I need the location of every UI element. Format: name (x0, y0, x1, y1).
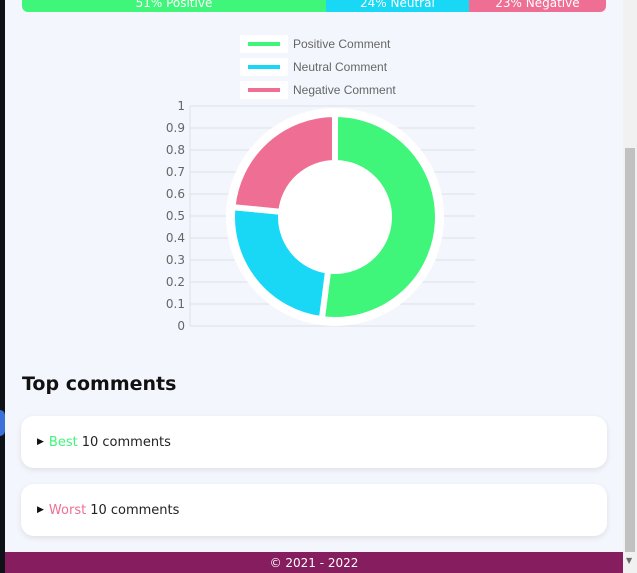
y-tick-label: 1 (177, 99, 185, 113)
disclosure-triangle-icon: ▶ (37, 437, 44, 447)
y-tick-label: 0.3 (166, 253, 185, 267)
worst-keyword: Worst (48, 502, 87, 518)
best-keyword: Best (48, 434, 78, 450)
positive-segment: 51% Positive (22, 0, 326, 12)
top-comments-title: Top comments (22, 373, 177, 395)
page-scrollbar[interactable]: ▼ (623, 0, 637, 573)
legend-label[interactable]: Positive Comment (293, 37, 391, 51)
y-tick-label: 0 (177, 319, 185, 333)
legend-label[interactable]: Neutral Comment (293, 60, 388, 74)
worst-count-text: 10 comments (90, 502, 180, 518)
best-comments-toggle[interactable]: ▶ Best 10 comments (21, 416, 607, 468)
best-count-text: 10 comments (81, 434, 171, 450)
scrollbar-thumb[interactable] (625, 148, 635, 552)
chart-slices (226, 108, 444, 326)
footer: © 2021 - 2022 (5, 552, 623, 573)
legend-label[interactable]: Negative Comment (293, 83, 396, 97)
negative-segment: 23% Negative (468, 0, 606, 12)
y-tick-label: 0.4 (166, 231, 185, 245)
window-edge (0, 0, 5, 573)
neutral-segment: 24% Neutral (325, 0, 469, 12)
sentiment-summary-bar: 51% Positive 24% Neutral 23% Negative (22, 0, 606, 12)
y-tick-label: 0.9 (166, 121, 185, 135)
y-tick-label: 0.6 (166, 187, 185, 201)
doughnut-slice[interactable] (318, 111, 441, 323)
disclosure-triangle-icon: ▶ (37, 505, 44, 515)
y-tick-label: 0.1 (166, 297, 185, 311)
chart-legend: Positive Comment Neutral Comment Negative … (240, 35, 396, 99)
y-tick-label: 0.2 (166, 275, 185, 289)
chart-y-axis: 0 0.1 0.2 0.3 0.4 0.5 0.6 0.7 0.8 0.9 1 (166, 99, 185, 333)
y-tick-label: 0.7 (166, 165, 185, 179)
sentiment-doughnut-chart: 0 0.1 0.2 0.3 0.4 0.5 0.6 0.7 0.8 0.9 1 Positive C… (166, 35, 475, 333)
doughnut-slice[interactable] (229, 204, 332, 323)
worst-comments-toggle[interactable]: ▶ Worst 10 comments (21, 484, 607, 536)
doughnut-slice[interactable] (229, 111, 338, 215)
y-tick-label: 0.5 (166, 209, 185, 223)
footer-copyright: © 2021 - 2022 (269, 555, 359, 570)
side-widget (0, 410, 5, 436)
scroll-down-arrow-icon[interactable]: ▼ (626, 556, 633, 565)
y-tick-label: 0.8 (166, 143, 185, 157)
